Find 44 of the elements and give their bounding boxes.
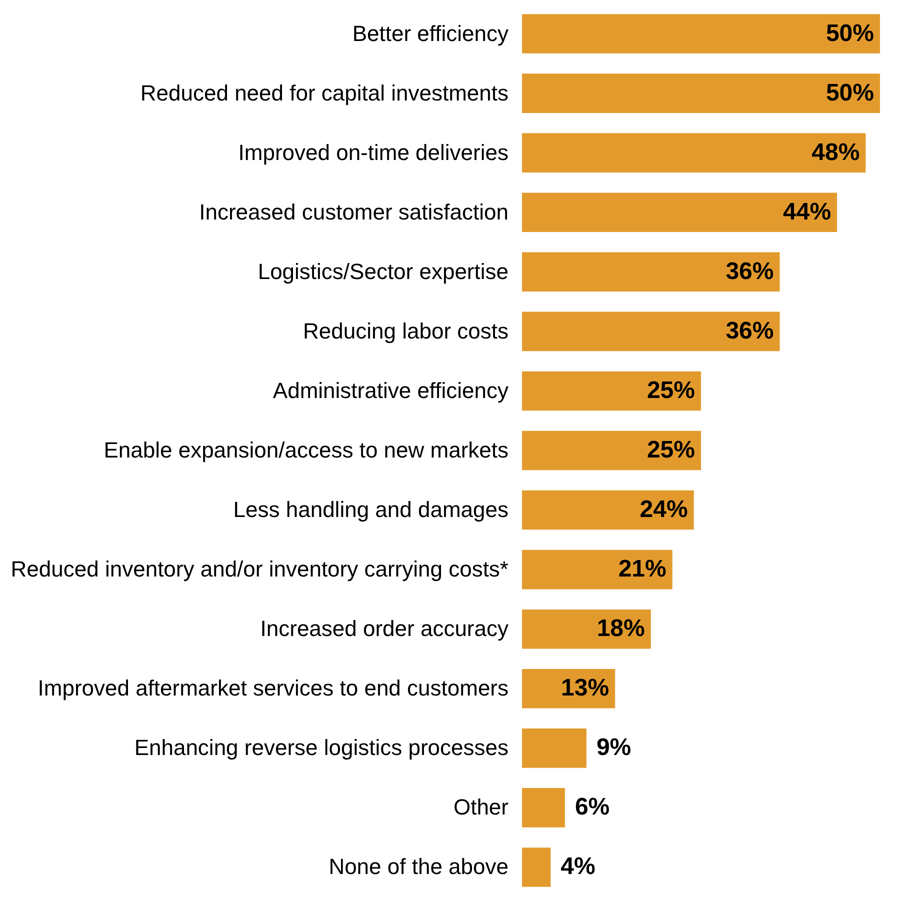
y-tick-label: Logistics/Sector expertise — [258, 258, 508, 284]
data-label: 50% — [826, 20, 874, 47]
y-tick-label: Increased order accuracy — [260, 616, 508, 642]
y-tick-label: Reduced need for capital investments — [140, 80, 508, 106]
data-label: 25% — [646, 376, 695, 404]
bar — [522, 252, 780, 292]
data-label: 48% — [812, 138, 860, 166]
y-tick-label: None of the above — [328, 854, 508, 880]
y-tick-label: Reduced inventory and/or inventory carrying costs* — [10, 556, 509, 582]
data-label: 36% — [726, 258, 774, 285]
y-tick-label: Increased customer satisfaction — [199, 199, 508, 224]
bar — [522, 14, 880, 54]
data-label: 44% — [782, 198, 832, 226]
bar — [522, 312, 780, 352]
bar — [522, 192, 838, 232]
y-tick-label: Reducing labor costs — [303, 318, 508, 344]
y-tick-label: Improved aftermarket services to end customers — [38, 676, 508, 701]
bar — [522, 550, 672, 590]
bar — [522, 430, 701, 470]
y-tick-label: Less handling and damages — [233, 497, 508, 522]
y-tick-label: Other — [453, 794, 508, 820]
data-label: 18% — [596, 615, 645, 642]
bar — [522, 133, 866, 172]
data-label: 21% — [618, 556, 666, 583]
data-label: 25% — [646, 436, 695, 464]
bar — [522, 74, 880, 113]
y-tick-label: Enable expansion/access to new markets — [104, 438, 508, 462]
bar — [522, 609, 651, 649]
y-tick-label: Administrative efficiency — [272, 378, 508, 403]
bar — [522, 788, 565, 828]
bar — [522, 371, 701, 411]
data-label: 4% — [560, 853, 596, 880]
bar — [522, 728, 586, 768]
data-label: 9% — [596, 734, 632, 762]
y-tick-label: Enhancing reverse logistics processes — [134, 735, 508, 760]
data-label: 13% — [561, 674, 610, 702]
bar — [522, 848, 551, 887]
data-label: 6% — [574, 794, 610, 821]
bar — [522, 490, 694, 530]
data-label: 36% — [726, 317, 774, 344]
y-tick-label: Improved on-time deliveries — [238, 140, 508, 165]
data-label: 50% — [826, 79, 874, 106]
y-tick-label: Better efficiency — [352, 20, 508, 46]
data-label: 24% — [640, 496, 688, 524]
